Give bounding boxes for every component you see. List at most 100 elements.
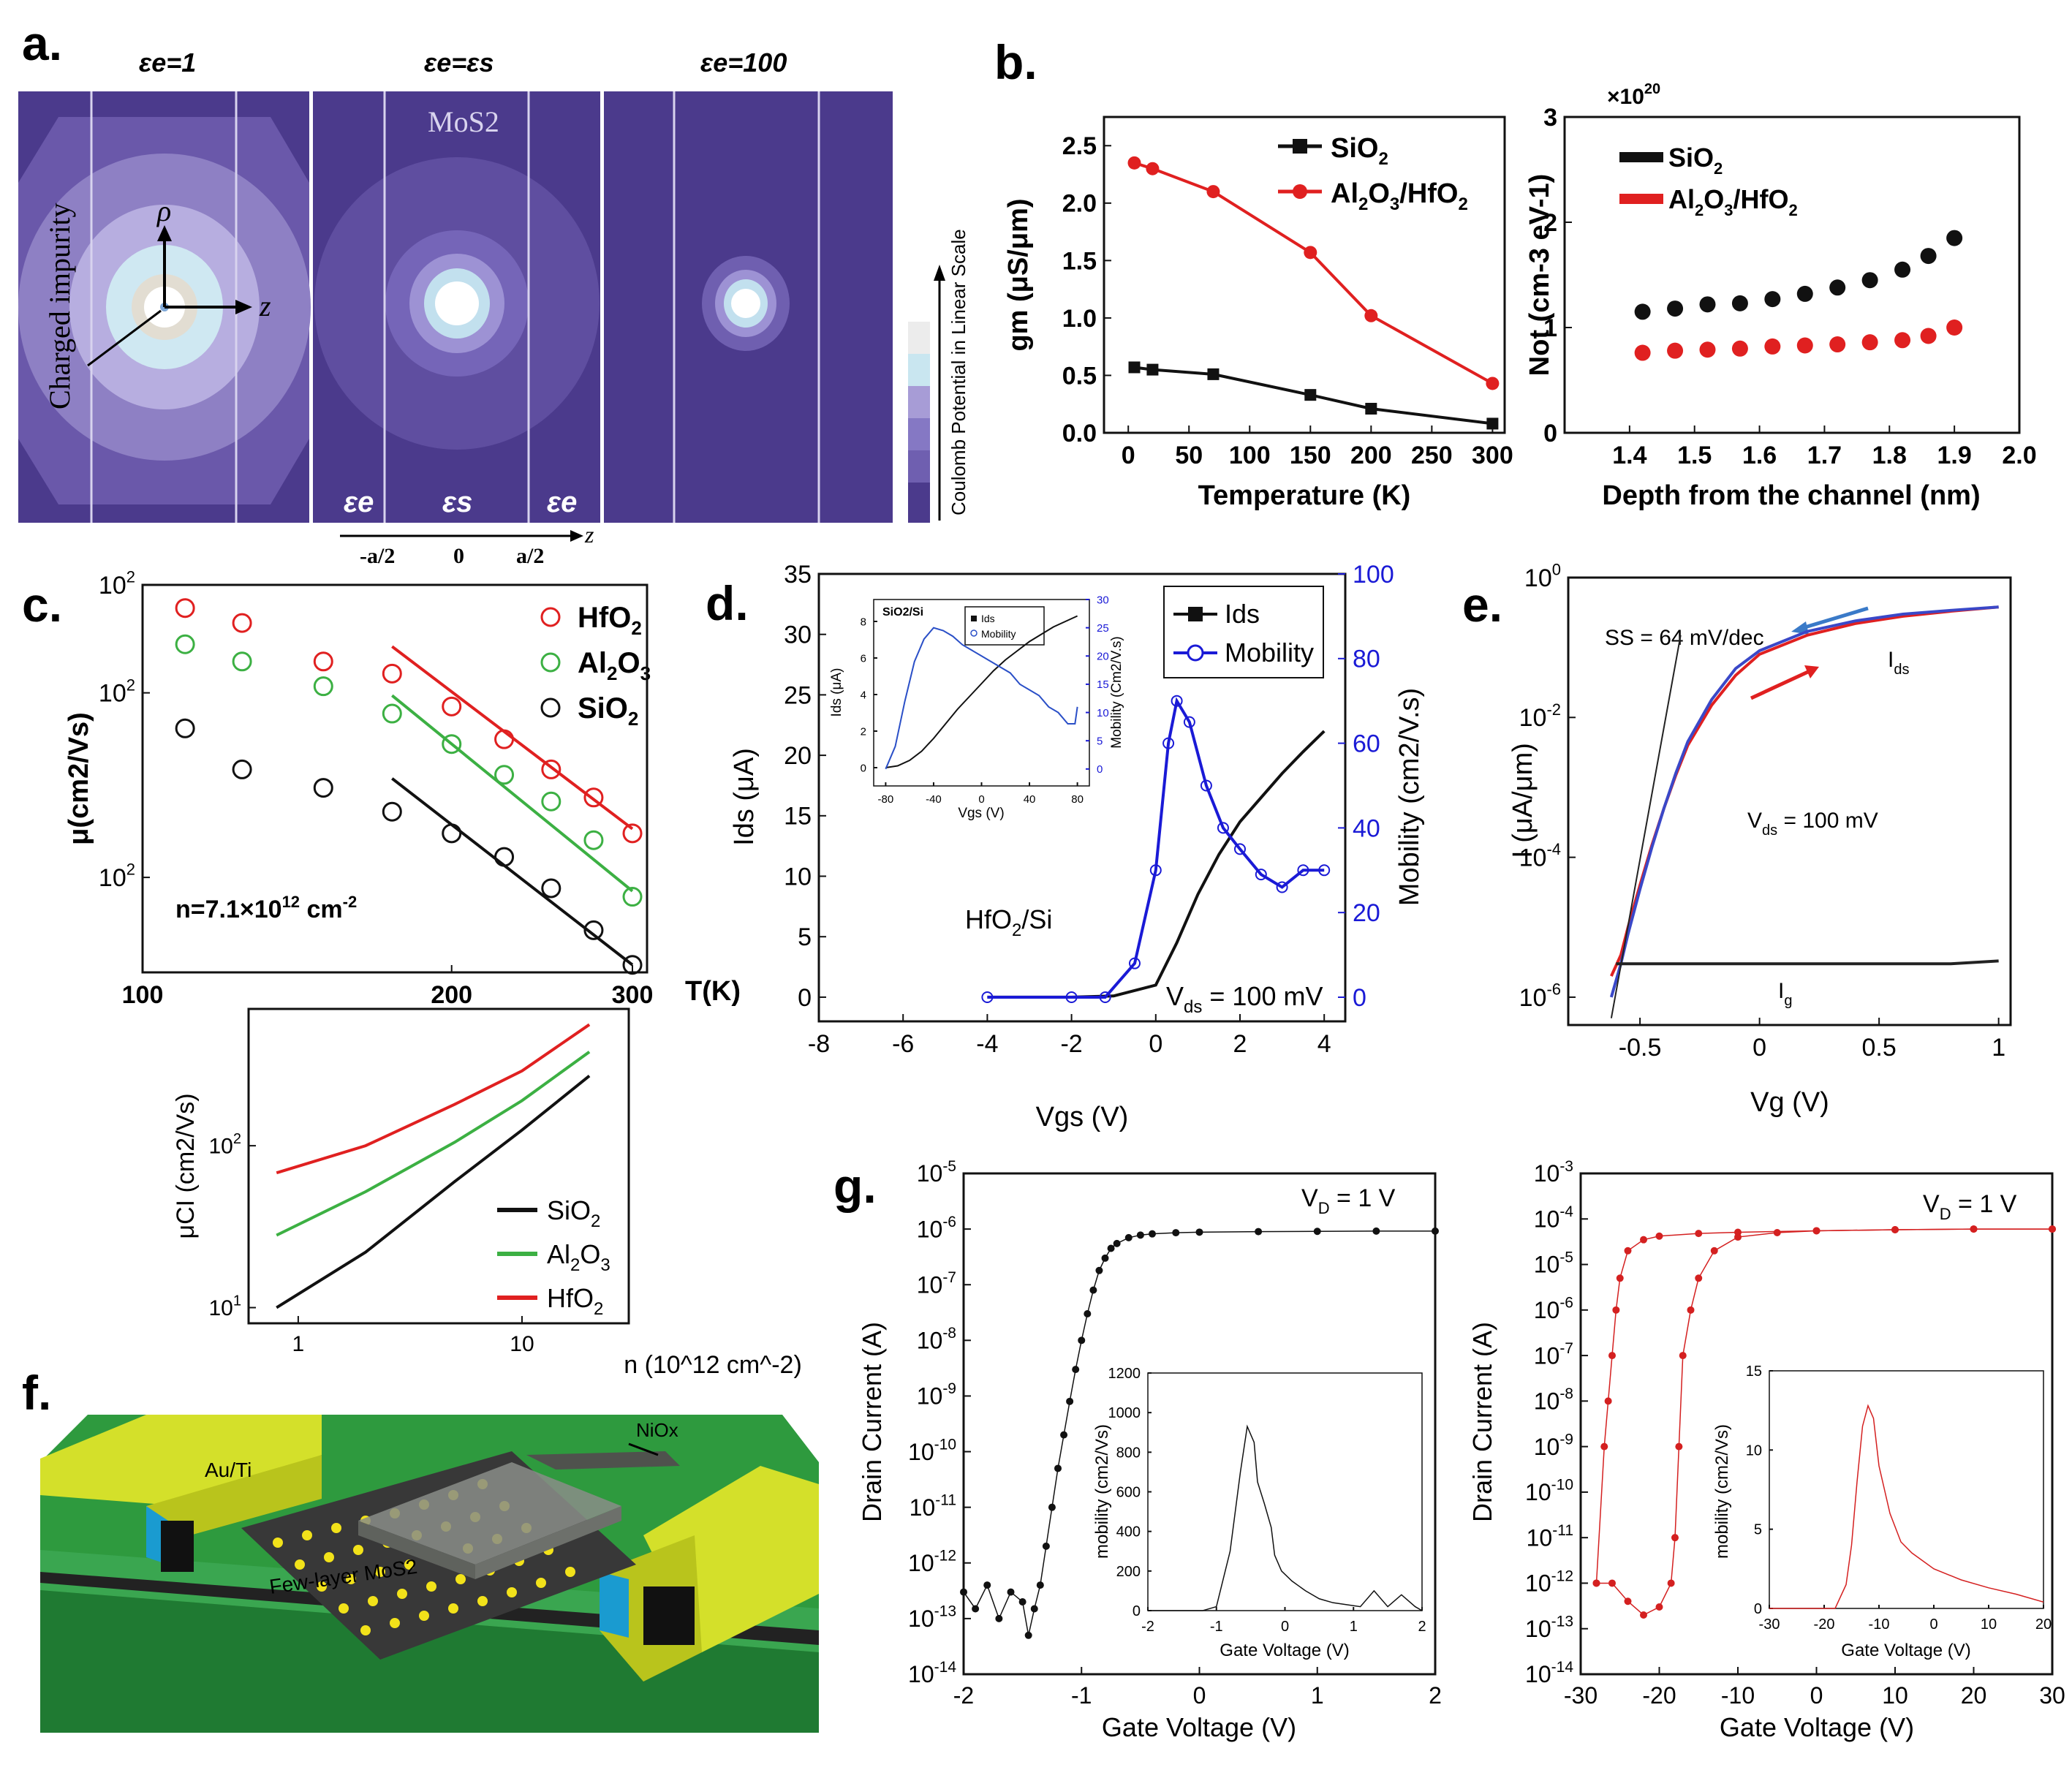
d-xtick-label: 0: [1149, 1030, 1162, 1058]
g2-point: [1655, 1603, 1663, 1611]
c2-series-sio2: [276, 1075, 591, 1309]
g1-point: [1078, 1336, 1086, 1344]
c1-xlabel: T(K): [685, 976, 741, 1007]
d_inset-y2tick-label: 20: [1097, 651, 1109, 663]
g1-point: [1172, 1229, 1180, 1237]
d-ytick-label: 10: [784, 863, 812, 890]
g1-ytick-label: 10-8: [917, 1325, 956, 1353]
g2-point: [1773, 1229, 1781, 1237]
b2-series-sio2: [1634, 230, 1963, 320]
d_inset-xtick-label: 80: [1071, 793, 1084, 806]
g1-point: [1018, 1597, 1026, 1606]
g1-series-id: [960, 1227, 1439, 1639]
d-ytick-label: 5: [798, 923, 812, 951]
g2-xlabel: Gate Voltage (V): [1720, 1712, 1914, 1742]
g1-xtick-label: -1: [1071, 1682, 1092, 1709]
c1-legend-sio2: SiO2: [578, 692, 638, 730]
b1-point: [1207, 368, 1220, 380]
g2_inset-xtick-label: 10: [1981, 1616, 1997, 1633]
c2-series-hfo2: [276, 1023, 591, 1175]
g2-point: [1734, 1233, 1742, 1241]
e-line: [1610, 635, 1682, 1018]
g2_inset-ytick-label: 10: [1746, 1442, 1762, 1459]
g1-point: [1255, 1228, 1263, 1236]
coulomb-map-epss: MoS2: [313, 91, 600, 523]
c1-point: [232, 651, 252, 672]
g2-point: [1710, 1247, 1718, 1255]
g2-xtick-label: 0: [1810, 1682, 1823, 1709]
b1-xlabel: Temperature (K): [1198, 480, 1411, 511]
b2-point: [1829, 279, 1846, 296]
d-legend: Ids Mobility: [1163, 586, 1324, 678]
c1-point: [541, 759, 562, 779]
g1-point: [1113, 1239, 1121, 1247]
g1-vd: VD = 1 V: [1301, 1184, 1396, 1217]
g1_inset-ytick-label: 600: [1116, 1485, 1141, 1501]
d-y2tick-label: 80: [1353, 646, 1380, 673]
b1-ytick-label: 0.5: [1062, 362, 1097, 390]
d-ytick-label: 35: [784, 561, 812, 589]
g2-xtick-label: -20: [1642, 1682, 1676, 1709]
d-annotation-vds: Vds = 100 mV: [1166, 981, 1323, 1017]
g2_inset-ylabel: mobility (cm2/Vs): [1712, 1424, 1732, 1559]
d-y2tick-label: 40: [1353, 814, 1380, 842]
b2-xtick-label: 1.5: [1677, 442, 1712, 469]
b2-point: [1699, 296, 1716, 313]
g1-xtick-label: -2: [953, 1682, 974, 1709]
c2-frame: [247, 1007, 630, 1325]
d_inset-line: [885, 615, 1078, 768]
eps-e-right: εe: [547, 486, 577, 518]
b2-xtick-label: 1.8: [1872, 442, 1907, 469]
c1-point: [622, 887, 643, 907]
label-niox: NiOx: [636, 1419, 678, 1441]
c1-legend-al2o3: Al2O3: [578, 647, 651, 684]
e-xtick-label: 0.5: [1862, 1034, 1897, 1062]
b1-frame: [1103, 116, 1506, 434]
e-xtick-label: 1: [1992, 1034, 2005, 1062]
g2_inset-xtick-label: -30: [1759, 1616, 1780, 1633]
b1-point: [1486, 417, 1499, 430]
g2-line: [1596, 1228, 2052, 1616]
g2_inset-frame: [1769, 1370, 2044, 1609]
g1-point: [1089, 1286, 1097, 1294]
g2-point: [1675, 1442, 1683, 1451]
g2-ytick-label: 10-11: [1527, 1522, 1573, 1551]
d-xtick-label: -2: [1060, 1030, 1082, 1058]
panel-label-a: a.: [22, 16, 62, 70]
b2-point: [1920, 248, 1937, 265]
charts-layer: 0 50 100 150 200 250 3000.00.51.01.52.02.5Temp…: [64, 104, 2065, 1742]
b1-ytick-label: 2.0: [1062, 190, 1097, 218]
d-y2tick-label: 20: [1353, 899, 1380, 927]
g2-point: [1970, 1225, 1978, 1233]
chart-g1_inset: -2 -1 0 1 2 0 200 400 600 800 1000 1200 Gate Voltage…: [1092, 1366, 1426, 1660]
d_inset-y2tick-label: 30: [1097, 594, 1109, 606]
g1-line: [963, 1230, 1435, 1635]
e-vds-annotation: Vds = 100 mV: [1747, 809, 1878, 839]
g2-point: [2049, 1225, 2056, 1233]
e-series-ss-fit: [1610, 635, 1682, 1018]
g2-point: [1608, 1352, 1616, 1360]
g1_inset-xtick-label: 1: [1350, 1619, 1358, 1635]
c1-series-sio2: [175, 718, 643, 975]
c2-ylabel: μCI (cm2/Vs): [172, 1093, 200, 1238]
d-point: [981, 991, 994, 1003]
panel-label-c: c.: [22, 578, 62, 632]
b1-xtick-label: 250: [1411, 442, 1453, 469]
g2-point: [1667, 1579, 1675, 1587]
c1-series-al2o3: [175, 634, 643, 907]
c1-point: [313, 778, 333, 798]
b1-legend-al2o3-hfo2: Al2O3/HfO2: [1331, 178, 1468, 214]
d-xtick-label: -8: [808, 1030, 830, 1058]
g2-ylabel: Drain Current (A): [1467, 1322, 1497, 1522]
b1-series-sio2: [1128, 361, 1499, 430]
coulomb-map-eps100: [604, 91, 893, 523]
d_inset-xlabel: Vgs (V): [958, 806, 1004, 821]
b2-xtick-label: 1.7: [1807, 442, 1842, 469]
d-xlabel: Vgs (V): [1036, 1102, 1129, 1132]
d-series-mobility: [981, 695, 1331, 1003]
b2-point: [1667, 342, 1684, 359]
g2-series-id-forward: [1592, 1225, 2056, 1587]
b2-legend-al2o3-hfo2: Al2O3/HfO2: [1668, 184, 1798, 219]
b1-point: [1146, 363, 1159, 376]
c1-point: [382, 703, 402, 724]
